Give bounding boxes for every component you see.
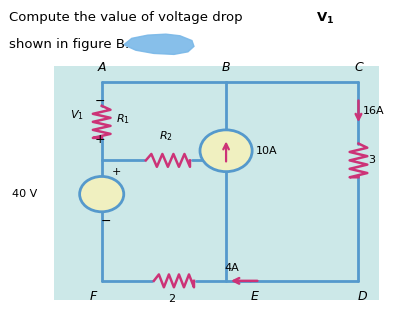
Text: $R_2$: $R_2$ <box>159 129 173 143</box>
Text: D: D <box>358 291 367 304</box>
Text: $\mathbf{V_1}$: $\mathbf{V_1}$ <box>316 11 335 26</box>
Text: 3: 3 <box>368 156 375 165</box>
Text: +: + <box>112 167 121 177</box>
Circle shape <box>80 177 124 212</box>
Polygon shape <box>124 34 194 54</box>
Text: 4A: 4A <box>225 263 240 273</box>
Text: +: + <box>95 133 105 146</box>
Text: 16A: 16A <box>363 106 385 116</box>
Text: Compute the value of voltage drop: Compute the value of voltage drop <box>9 11 247 24</box>
Text: C: C <box>354 61 363 74</box>
Text: −: − <box>101 215 111 228</box>
Circle shape <box>200 130 252 172</box>
Text: 40 V: 40 V <box>12 189 38 199</box>
Text: E: E <box>250 291 258 304</box>
Text: shown in figure B.: shown in figure B. <box>9 38 130 51</box>
Text: $V_1$: $V_1$ <box>70 109 84 122</box>
Text: F: F <box>90 291 97 304</box>
Text: A: A <box>97 61 106 74</box>
Text: 10A: 10A <box>256 146 278 156</box>
Text: $R_1$: $R_1$ <box>116 112 130 125</box>
Text: −: − <box>95 95 105 108</box>
Text: B: B <box>222 61 230 74</box>
FancyBboxPatch shape <box>54 66 379 300</box>
Text: 2: 2 <box>168 294 175 304</box>
